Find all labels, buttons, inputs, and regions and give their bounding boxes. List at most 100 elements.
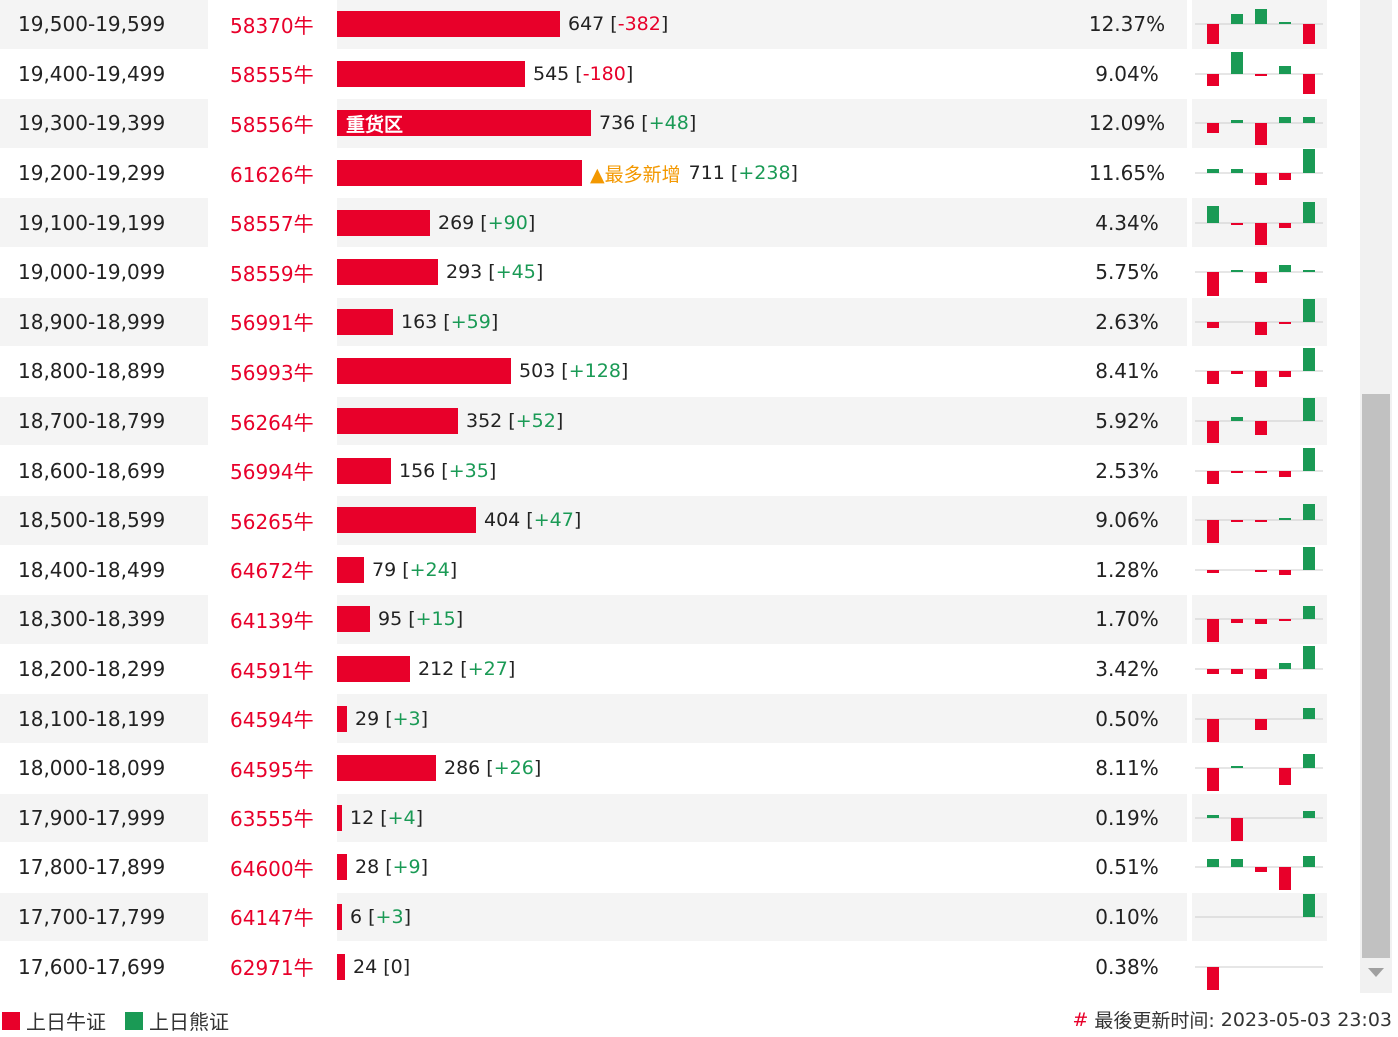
warrant-code[interactable]: 58557牛 xyxy=(208,198,336,247)
volume-value: 404 [+47] xyxy=(484,509,582,532)
bar-cell: 24 [0] xyxy=(337,942,1067,991)
volume-change: +52 xyxy=(515,410,556,433)
price-range: 17,700-17,799 xyxy=(0,892,208,942)
bar-cell: 12 [+4] xyxy=(337,793,1067,843)
volume-bar xyxy=(337,259,438,286)
warrant-code[interactable]: 58556牛 xyxy=(208,99,336,148)
bar-cell: 28 [+9] xyxy=(337,843,1067,892)
volume-value: 736 [+48] xyxy=(599,112,697,135)
table-row[interactable]: 18,900-18,999 56991牛 163 [+59] 2.63% xyxy=(0,297,1360,348)
percentage: 4.34% xyxy=(1067,198,1187,247)
scrollbar-thumb[interactable] xyxy=(1362,394,1390,958)
warrant-code[interactable]: 63555牛 xyxy=(208,793,336,843)
table-row[interactable]: 19,300-19,399 58556牛 重货区 736 [+48] 12.09% xyxy=(0,99,1360,149)
volume-value: 6 [+3] xyxy=(350,905,411,928)
table-row[interactable]: 19,200-19,299 61626牛 ▲最多新增 711 [+238] 11.65% xyxy=(0,148,1360,199)
volume-value: 212 [+27] xyxy=(418,658,516,681)
percentage: 12.37% xyxy=(1067,0,1187,49)
table-row[interactable]: 18,000-18,099 64595牛 286 [+26] 8.11% xyxy=(0,743,1360,794)
warrant-code[interactable]: 56993牛 xyxy=(208,347,336,396)
warrant-code[interactable]: 64594牛 xyxy=(208,694,336,743)
percentage: 0.19% xyxy=(1067,793,1187,843)
scroll-down-arrow-icon[interactable] xyxy=(1368,968,1384,977)
sparkline xyxy=(1192,396,1327,446)
table-row[interactable]: 19,500-19,599 58370牛 647 [-382] 12.37% xyxy=(0,0,1360,50)
sparkline-chart xyxy=(1195,856,1323,891)
sparkline-bar xyxy=(1207,619,1219,643)
sparkline xyxy=(1192,942,1327,991)
table-row[interactable]: 18,400-18,499 64672牛 79 [+24] 1.28% xyxy=(0,545,1360,596)
bar-cell: 重货区 736 [+48] xyxy=(337,99,1067,148)
sparkline-bar xyxy=(1207,73,1219,86)
volume-change: -180 xyxy=(582,62,626,85)
sparkline-bar xyxy=(1255,421,1267,436)
table-row[interactable]: 18,200-18,299 64591牛 212 [+27] 3.42% xyxy=(0,644,1360,695)
sparkline-bar xyxy=(1303,348,1315,372)
volume-value: 711 [+238] xyxy=(688,162,798,185)
sparkline-bar xyxy=(1279,663,1291,670)
sparkline-bar xyxy=(1231,817,1243,841)
table-row[interactable]: 18,500-18,599 56265牛 404 [+47] 9.06% xyxy=(0,495,1360,546)
warrant-code[interactable]: 64591牛 xyxy=(208,644,336,694)
vertical-scrollbar[interactable] xyxy=(1360,0,1392,993)
table-row[interactable]: 18,800-18,899 56993牛 503 [+128] 8.41% xyxy=(0,347,1360,397)
sparkline-bar xyxy=(1207,966,1219,990)
warrant-code[interactable]: 56994牛 xyxy=(208,446,336,495)
sparkline-bar xyxy=(1279,265,1291,273)
percentage: 5.75% xyxy=(1095,260,1159,285)
legend-bear-label: 上日熊证 xyxy=(149,1010,229,1034)
table-row[interactable]: 19,000-19,099 58559牛 293 [+45] 5.75% xyxy=(0,247,1360,298)
sparkline-bar xyxy=(1255,321,1267,335)
sparkline-bar xyxy=(1231,619,1243,624)
warrant-code[interactable]: 64595牛 xyxy=(208,743,336,793)
sparkline-chart xyxy=(1195,810,1323,841)
sparkline-bar xyxy=(1255,669,1267,680)
volume-bar xyxy=(337,358,511,385)
volume-change: +45 xyxy=(495,261,536,284)
price-range: 17,900-17,999 xyxy=(0,793,208,843)
bar-cell: 29 [+3] xyxy=(337,694,1067,743)
table-row[interactable]: 18,300-18,399 64139牛 95 [+15] 1.70% xyxy=(0,595,1360,645)
percentage: 9.06% xyxy=(1067,495,1187,545)
sparkline-bar xyxy=(1303,856,1315,868)
table-row[interactable]: 17,700-17,799 64147牛 6 [+3] 0.10% xyxy=(0,892,1360,943)
bar-cell: 156 [+35] xyxy=(337,446,1067,495)
table-row[interactable]: 18,100-18,199 64594牛 29 [+3] 0.50% xyxy=(0,694,1360,744)
price-range: 19,000-19,099 xyxy=(18,260,166,285)
sparkline-bar xyxy=(1231,371,1243,375)
warrant-code[interactable]: 58559牛 xyxy=(208,247,336,297)
sparkline-bar xyxy=(1231,14,1243,25)
table-row[interactable]: 17,800-17,899 64600牛 28 [+9] 0.51% xyxy=(0,843,1360,893)
volume-change: +3 xyxy=(392,707,421,730)
sparkline-bar xyxy=(1303,447,1315,471)
warrant-code[interactable]: 61626牛 xyxy=(208,148,336,198)
warrant-code[interactable]: 64147牛 xyxy=(208,892,336,942)
warrant-code[interactable]: 58370牛 xyxy=(208,0,336,49)
warrant-code[interactable]: 64600牛 xyxy=(208,843,336,892)
table-row[interactable]: 18,600-18,699 56994牛 156 [+35] 2.53% xyxy=(0,446,1360,496)
volume-change: +4 xyxy=(387,806,416,829)
volume-value: 95 [+15] xyxy=(378,608,464,631)
sparkline-chart xyxy=(1195,201,1323,245)
warrant-code[interactable]: 56265牛 xyxy=(208,495,336,545)
sparkline-bar xyxy=(1303,117,1315,124)
sparkline xyxy=(1192,248,1327,297)
table-row[interactable]: 17,900-17,999 63555牛 12 [+4] 0.19% xyxy=(0,793,1360,844)
table-row[interactable]: 17,600-17,699 62971牛 24 [0] 0.38% xyxy=(0,942,1360,992)
warrant-code[interactable]: 56264牛 xyxy=(208,396,336,446)
table-row[interactable]: 18,700-18,799 56264牛 352 [+52] 5.92% xyxy=(0,396,1360,447)
warrant-code[interactable]: 56991牛 xyxy=(208,297,336,347)
table-row[interactable]: 19,400-19,499 58555牛 545 [-180] 9.04% xyxy=(0,49,1360,100)
sparkline-bar xyxy=(1255,718,1267,730)
sparkline-bar xyxy=(1279,518,1291,521)
warrant-code[interactable]: 64139牛 xyxy=(208,595,336,644)
warrant-code[interactable]: 58555牛 xyxy=(208,49,336,99)
volume-change: +48 xyxy=(648,112,689,135)
sparkline-bar xyxy=(1207,24,1219,45)
table-row[interactable]: 19,100-19,199 58557牛 269 [+90] 4.34% xyxy=(0,198,1360,248)
volume-change: +27 xyxy=(467,658,508,681)
sparkline xyxy=(1192,892,1327,942)
warrant-code[interactable]: 64672牛 xyxy=(208,545,336,595)
sparkline-chart xyxy=(1195,117,1323,146)
warrant-code[interactable]: 62971牛 xyxy=(208,942,336,991)
